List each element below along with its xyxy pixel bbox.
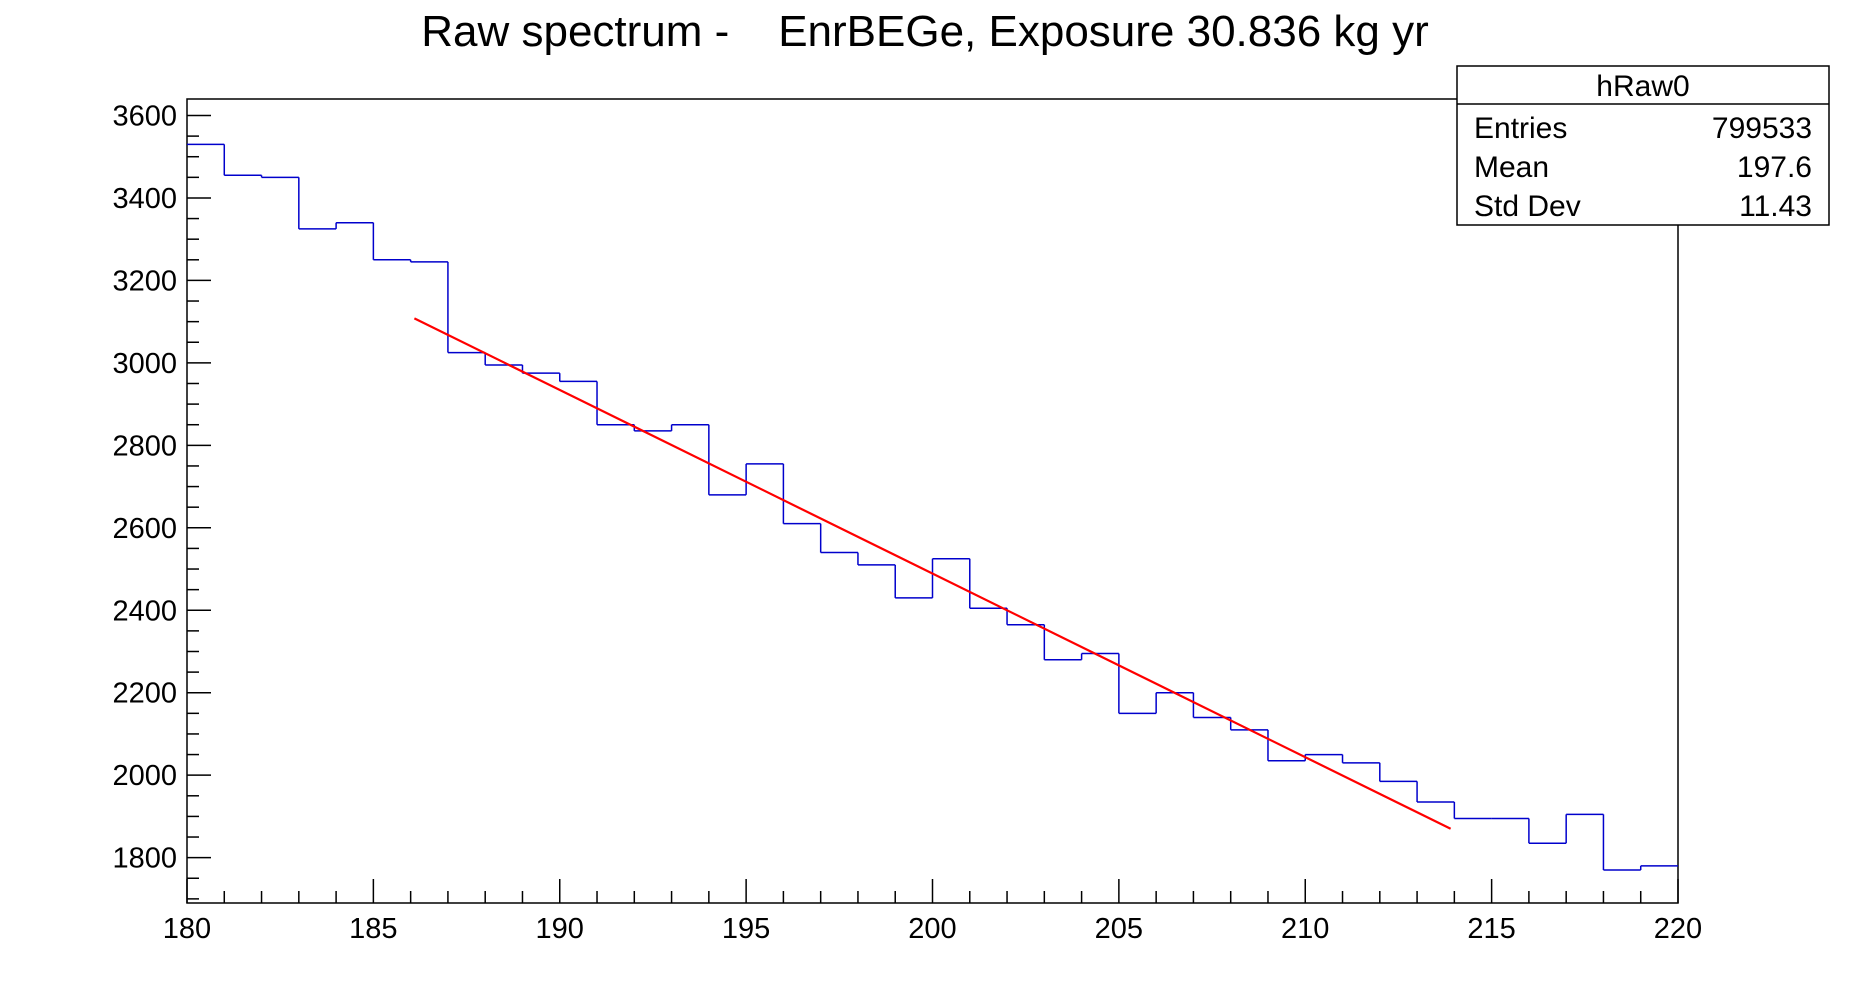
- x-tick-label: 220: [1654, 913, 1702, 945]
- y-tick-label: 2800: [112, 430, 177, 462]
- fit-line: [413, 317, 1452, 830]
- chart-title: Raw spectrum - EnrBEGe, Exposure 30.836 …: [421, 7, 1429, 56]
- y-tick-label: 2400: [112, 595, 177, 627]
- stats-entries-value: 799533: [1712, 112, 1812, 145]
- x-tick-label: 190: [536, 913, 584, 945]
- x-tick-label: 180: [163, 913, 211, 945]
- x-tick-label: 215: [1467, 913, 1515, 945]
- series-layer: [187, 143, 1678, 871]
- y-tick-label: 3200: [112, 265, 177, 297]
- x-axis: 180 185 190 195 200 205 210 215 220: [163, 879, 1702, 945]
- y-tick-label: 2200: [112, 678, 177, 710]
- stats-mean-label: Mean: [1474, 151, 1549, 184]
- stats-stddev-value: 11.43: [1739, 190, 1812, 223]
- y-tick-label: 3000: [112, 348, 177, 380]
- y-tick-label: 2600: [112, 513, 177, 545]
- plot-frame: [186, 98, 1679, 904]
- stats-box: hRaw0 Entries 799533 Mean 197.6 Std Dev …: [1456, 65, 1830, 226]
- y-tick-label: 2000: [112, 760, 177, 792]
- x-tick-label: 195: [722, 913, 770, 945]
- y-tick-label: 3400: [112, 183, 177, 215]
- x-tick-label: 200: [908, 913, 956, 945]
- stats-entries-label: Entries: [1474, 112, 1567, 145]
- stats-mean-value: 197.6: [1737, 151, 1812, 184]
- stats-box-name: hRaw0: [1596, 70, 1689, 103]
- y-tick-label: 3600: [112, 100, 177, 132]
- y-tick-label: 1800: [112, 843, 177, 875]
- stats-box-frame: [1456, 65, 1830, 226]
- x-tick-label: 210: [1281, 913, 1329, 945]
- stats-stddev-label: Std Dev: [1474, 190, 1581, 223]
- x-tick-label: 205: [1095, 913, 1143, 945]
- y-axis: 1800 2000 2200 2400 2600 2800 3000 3200 3400 3600: [112, 100, 211, 900]
- x-tick-label: 185: [349, 913, 397, 945]
